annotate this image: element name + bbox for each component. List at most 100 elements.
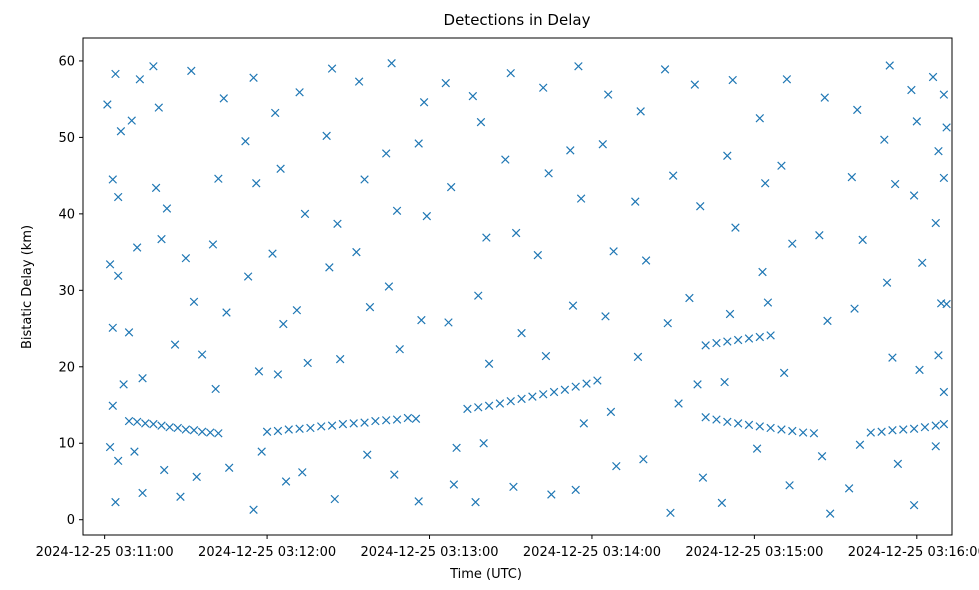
- data-point-139: [419, 98, 429, 107]
- data-point-59: [888, 426, 897, 435]
- data-point-161: [509, 482, 518, 492]
- data-point-36: [571, 382, 580, 391]
- x-tick-label-0: 2024-12-25 03:11:00: [36, 545, 174, 560]
- data-point-142: [417, 315, 426, 325]
- data-point-18: [327, 421, 337, 430]
- data-point-78: [127, 116, 136, 125]
- data-point-224: [882, 278, 892, 287]
- data-point-138: [390, 470, 399, 479]
- data-point-183: [639, 455, 648, 464]
- data-point-197: [725, 309, 735, 319]
- data-point-49: [733, 419, 743, 428]
- data-point-214: [825, 509, 835, 518]
- data-point-186: [663, 318, 672, 328]
- data-point-42: [733, 335, 743, 345]
- data-point-114: [279, 319, 288, 329]
- data-point-48: [723, 417, 732, 427]
- data-point-64: [939, 419, 949, 429]
- data-point-10: [206, 428, 215, 437]
- data-point-6: [173, 423, 182, 433]
- data-point-176: [601, 312, 610, 321]
- data-point-180: [631, 197, 640, 206]
- data-point-230: [917, 258, 927, 268]
- data-point-52: [766, 423, 775, 433]
- data-point-228: [912, 117, 922, 126]
- data-point-92: [176, 492, 185, 501]
- data-point-202: [758, 267, 767, 277]
- data-point-106: [252, 179, 261, 188]
- data-point-79: [135, 75, 145, 84]
- y-tick-label-0: 0: [67, 513, 75, 528]
- data-point-169: [576, 194, 586, 203]
- data-point-108: [254, 367, 264, 376]
- data-point-204: [752, 444, 762, 453]
- data-point-71: [113, 271, 123, 281]
- data-point-160: [517, 328, 526, 338]
- data-point-150: [468, 91, 478, 101]
- data-point-96: [197, 350, 207, 359]
- data-point-146: [446, 182, 456, 192]
- data-point-113: [268, 249, 277, 258]
- data-point-5: [165, 422, 174, 432]
- data-point-234: [934, 146, 943, 156]
- data-point-131: [365, 302, 375, 312]
- data-point-240: [942, 123, 951, 132]
- data-point-76: [113, 456, 123, 466]
- data-point-54: [788, 426, 797, 436]
- data-point-73: [119, 380, 128, 389]
- data-point-168: [566, 146, 575, 155]
- data-point-89: [162, 204, 172, 213]
- data-point-75: [105, 442, 115, 452]
- data-point-242: [942, 299, 951, 309]
- data-point-122: [327, 64, 337, 73]
- data-point-56: [809, 429, 819, 438]
- data-point-235: [931, 218, 940, 228]
- data-point-171: [579, 419, 589, 428]
- data-point-62: [920, 422, 930, 432]
- data-point-67: [116, 127, 126, 136]
- data-point-109: [257, 447, 266, 456]
- data-point-68: [108, 175, 118, 184]
- data-point-217: [858, 235, 867, 245]
- data-point-30: [506, 396, 515, 406]
- scatter-markers: [103, 59, 951, 518]
- data-point-100: [208, 240, 218, 249]
- data-point-84: [138, 488, 147, 498]
- data-point-74: [108, 401, 118, 411]
- plot-area-frame: [82, 37, 953, 536]
- data-point-61: [909, 424, 919, 433]
- data-point-215: [853, 105, 862, 115]
- data-point-86: [154, 103, 164, 112]
- data-point-185: [668, 171, 678, 180]
- data-point-218: [850, 304, 859, 313]
- data-point-196: [731, 223, 740, 232]
- data-point-50: [744, 420, 754, 430]
- data-point-182: [633, 352, 643, 362]
- data-point-189: [690, 80, 700, 89]
- data-point-81: [124, 328, 134, 337]
- data-point-194: [728, 75, 737, 85]
- data-point-125: [325, 263, 334, 272]
- data-point-128: [354, 77, 364, 86]
- data-point-37: [582, 379, 591, 388]
- data-point-101: [222, 308, 231, 317]
- data-point-227: [907, 85, 916, 95]
- data-point-104: [249, 73, 258, 82]
- data-point-136: [384, 282, 394, 291]
- data-point-2: [141, 419, 150, 428]
- data-point-152: [482, 233, 491, 242]
- data-point-207: [788, 239, 797, 248]
- data-point-1: [132, 417, 142, 427]
- data-point-119: [292, 305, 302, 315]
- data-point-162: [538, 83, 548, 92]
- data-point-241: [939, 173, 949, 183]
- y-axis-title: Bistatic Delay (km): [20, 225, 35, 349]
- data-point-232: [909, 500, 919, 510]
- data-point-24: [392, 415, 402, 424]
- x-axis-ticks: 2024-12-25 03:11:00 2024-12-25 03:12:00 20…: [36, 535, 979, 560]
- y-tick-label-1: 10: [58, 437, 75, 452]
- data-point-211: [815, 231, 824, 240]
- data-point-82: [138, 374, 147, 383]
- data-point-237: [934, 351, 943, 360]
